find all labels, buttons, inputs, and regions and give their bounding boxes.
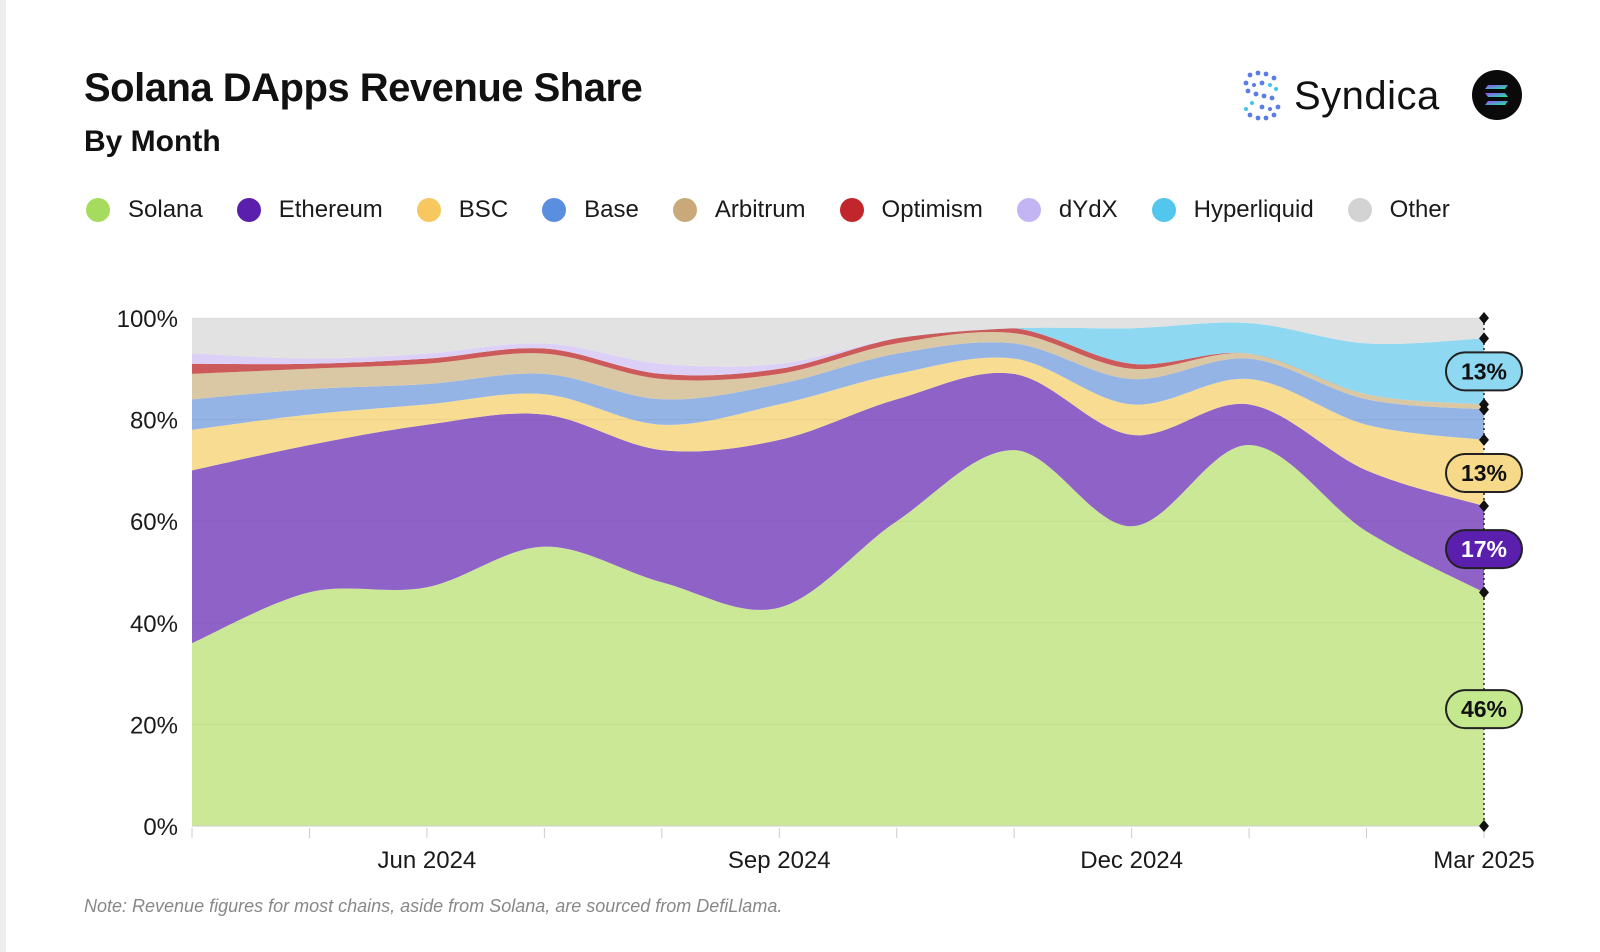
legend-item-arbitrum: Arbitrum [672, 196, 806, 224]
end-label-bsc: 13% [1445, 452, 1523, 493]
end-label-ethereum: 17% [1445, 529, 1523, 570]
legend-label: Hyperliquid [1193, 196, 1314, 223]
chart-subtitle: By Month [84, 125, 221, 158]
y-tick-label: 60% [130, 509, 178, 536]
end-label-pill [1445, 452, 1523, 493]
legend-label: Solana [128, 196, 203, 223]
legend-label: Ethereum [278, 196, 383, 223]
end-label-pill [1445, 689, 1523, 730]
area-layers [192, 318, 1484, 826]
legend-label: Optimism [881, 196, 983, 223]
x-tick-label: Sep 2024 [728, 847, 831, 874]
end-marker [1479, 312, 1489, 324]
area-ethereum [192, 372, 1484, 644]
area-base [192, 342, 1484, 440]
end-label-text: 46% [1461, 696, 1507, 722]
legend-label: Arbitrum [714, 196, 806, 223]
legend-swatch-ethereum [236, 198, 261, 222]
end-label-solana: 46% [1445, 689, 1523, 730]
legend-label: dYdX [1058, 196, 1118, 223]
legend-item-dydx: dYdX [1016, 196, 1118, 224]
brand-name: Syndica [1294, 73, 1440, 118]
end-label-text: 17% [1461, 536, 1507, 562]
stacked-area-chart: 0% 20% 40% 60% 80% 100% Jun 2024 Sep 2024 Dec 20… [117, 306, 1535, 874]
legend-item-bsc: BSC [416, 196, 509, 224]
end-label-hyperliquid: 13% [1445, 351, 1523, 392]
y-tick-label: 0% [143, 814, 178, 841]
legend-item-other: Other [1347, 196, 1450, 224]
end-marker [1479, 586, 1489, 599]
y-tick-label: 100% [117, 306, 178, 333]
syndica-logo-icon [1243, 70, 1281, 121]
brand-logo: Syndica [1240, 66, 1440, 126]
legend-label: BSC [458, 196, 509, 223]
end-label-pill [1445, 529, 1523, 570]
area-bsc [192, 357, 1484, 506]
y-tick-label: 80% [130, 408, 178, 435]
x-tick-label: Jun 2024 [378, 847, 477, 874]
end-marker [1479, 398, 1489, 411]
end-label-text: 13% [1461, 460, 1507, 486]
solana-logo-icon [1472, 70, 1522, 120]
end-label-pill [1445, 351, 1523, 392]
legend-swatch-optimism [839, 198, 864, 222]
page-left-border [0, 0, 6, 952]
x-axis: Jun 2024 Sep 2024 Dec 2024 Mar 2025 [191, 825, 1535, 874]
y-tick-label: 40% [130, 611, 178, 638]
chart-title: Solana DApps Revenue Share [84, 66, 643, 110]
legend-item-hyperliquid: Hyperliquid [1151, 196, 1314, 224]
legend-item-base: Base [542, 196, 639, 224]
area-arbitrum [192, 331, 1484, 410]
end-marker [1479, 433, 1489, 446]
end-marker [1479, 820, 1489, 832]
legend-swatch-solana [86, 198, 110, 222]
end-marker [1479, 332, 1489, 345]
y-tick-label: 20% [130, 712, 178, 739]
legend-item-ethereum: Ethereum [236, 196, 383, 224]
end-markers [1479, 312, 1489, 832]
end-marker [1479, 499, 1489, 512]
end-value-labels: 13% 13% 17% 46% [1445, 351, 1523, 730]
legend-swatch-bsc [416, 198, 441, 222]
chart-legend: Solana Ethereum BSC Base Arbitrum Optimism dYd… [86, 196, 1484, 224]
area-solana [192, 444, 1484, 826]
gridlines: 0% 20% 40% 60% 80% 100% [117, 306, 1484, 841]
end-label-text: 13% [1461, 358, 1507, 384]
legend-label: Other [1389, 196, 1450, 223]
legend-item-optimism: Optimism [839, 196, 983, 224]
legend-swatch-hyperliquid [1151, 198, 1176, 222]
area-other [192, 318, 1484, 367]
legend-swatch-dydx [1016, 198, 1041, 222]
area-dydx [192, 326, 1484, 405]
legend-label: Base [584, 196, 639, 223]
area-hyperliquid [192, 322, 1484, 405]
legend-swatch-other [1347, 198, 1372, 222]
legend-swatch-arbitrum [672, 198, 697, 222]
legend-swatch-base [542, 198, 567, 222]
x-tick-label: Mar 2025 [1433, 847, 1534, 874]
x-tick-label: Dec 2024 [1080, 847, 1183, 874]
legend-item-solana: Solana [86, 196, 203, 224]
source-note: Note: Revenue figures for most chains, a… [84, 896, 783, 916]
